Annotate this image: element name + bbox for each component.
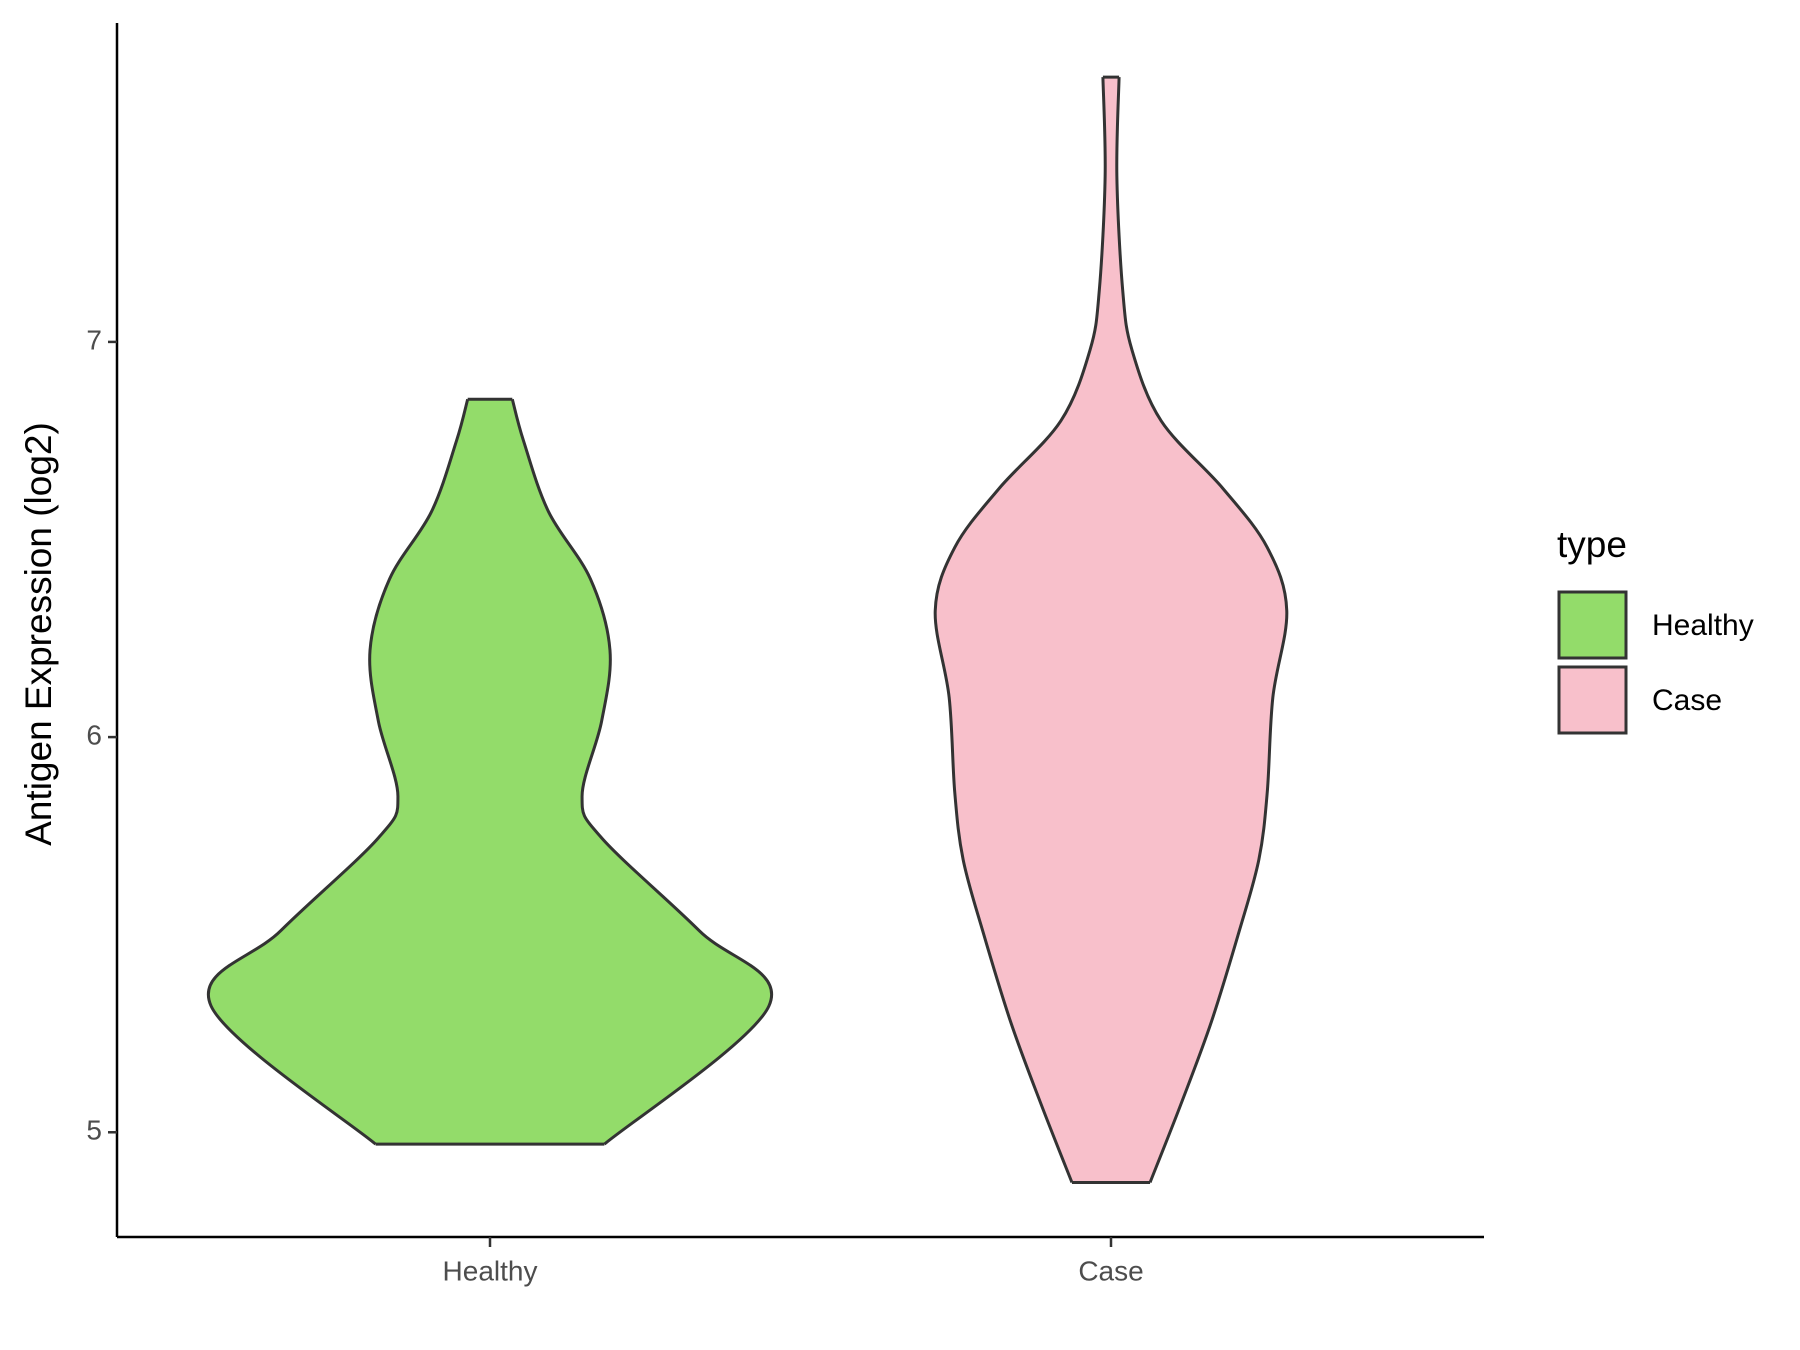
violin-outline <box>510 398 773 1146</box>
y-tick-label: 5 <box>86 1115 102 1146</box>
legend-title: type <box>1557 524 1627 565</box>
legend-key <box>1557 590 1628 660</box>
y-axis-label: Antigen Expression (log2) <box>18 422 59 846</box>
violin-fill <box>1111 77 1287 1183</box>
violin-outline <box>1115 77 1289 1184</box>
violin-fill <box>490 399 772 1145</box>
x-tick-label: Healthy <box>443 1255 538 1286</box>
legend-label: Healthy <box>1652 609 1754 642</box>
legend-label: Case <box>1652 684 1722 717</box>
violin-fill <box>935 77 1111 1183</box>
y-tick-label: 6 <box>86 719 102 750</box>
legend-key <box>1557 665 1628 735</box>
violin-outline <box>933 77 1107 1184</box>
violin-outline <box>207 398 470 1146</box>
y-tick-label: 7 <box>86 324 102 355</box>
x-tick-label: Case <box>1078 1255 1143 1286</box>
violin-fill <box>208 399 490 1145</box>
